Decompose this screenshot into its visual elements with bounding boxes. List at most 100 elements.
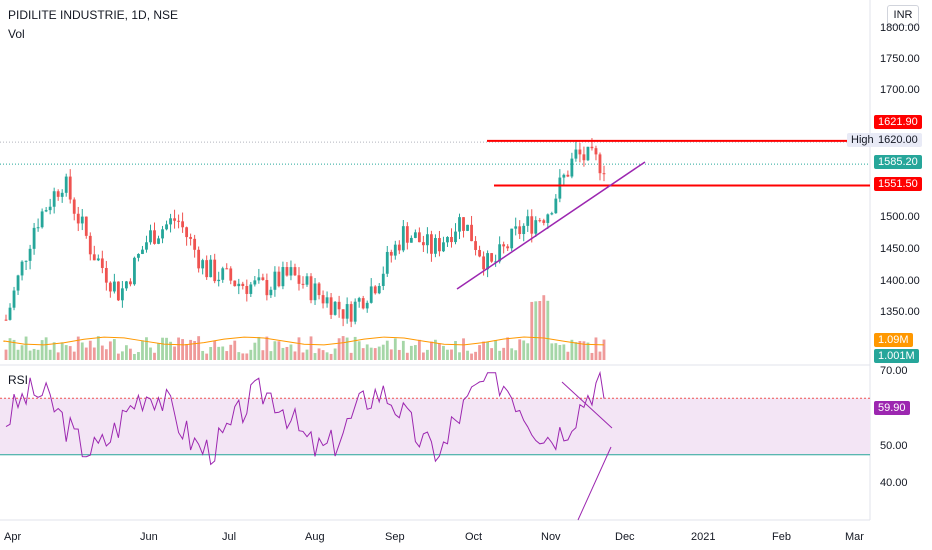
candle-body xyxy=(442,242,445,252)
rsi-band xyxy=(0,398,870,455)
volume-bar xyxy=(108,341,112,360)
candle-body xyxy=(289,267,293,276)
candle-body xyxy=(393,244,397,256)
volume-bar xyxy=(345,337,349,360)
volume-bar xyxy=(8,338,12,360)
price-tick-1500: 1500.00 xyxy=(880,211,920,223)
candle-body xyxy=(333,301,337,315)
last-price-tag: 1585.20 xyxy=(874,155,922,169)
candle-body xyxy=(269,289,273,296)
volume-bar xyxy=(490,348,494,360)
currency-button[interactable]: INR xyxy=(887,5,919,26)
candle-body xyxy=(566,174,570,177)
volume-bar xyxy=(40,340,44,360)
volume-bar xyxy=(586,342,590,360)
volume-bar xyxy=(570,339,574,360)
rsi-trend-line xyxy=(577,446,612,521)
volume-bar xyxy=(261,350,265,360)
candle-body xyxy=(518,226,522,235)
candle-body xyxy=(28,248,32,261)
volume-bar xyxy=(373,348,377,360)
candle-body xyxy=(570,158,574,177)
time-tick-2021: 2021 xyxy=(691,531,716,543)
volume-bar xyxy=(438,343,441,360)
volume-bar xyxy=(405,352,409,360)
volume-bar xyxy=(546,300,550,360)
candle-body xyxy=(157,238,160,244)
candle-body xyxy=(133,257,136,285)
volume-bar xyxy=(297,337,301,360)
candle-body xyxy=(209,259,213,278)
volume-bar xyxy=(245,353,249,360)
volume-bar xyxy=(96,336,100,360)
candle-body xyxy=(598,154,602,174)
volume-bar xyxy=(36,349,40,360)
volume-bar xyxy=(582,341,586,360)
volume-bar xyxy=(28,350,32,360)
volume-bar xyxy=(454,340,457,360)
candle-body xyxy=(213,259,217,282)
volume-bar xyxy=(209,346,213,360)
volume-bar xyxy=(502,347,506,360)
time-tick-feb: Feb xyxy=(772,531,791,543)
volume-bar xyxy=(434,339,437,360)
volume-bar xyxy=(329,353,333,360)
volume-bar xyxy=(353,336,357,360)
time-tick-nov: Nov xyxy=(541,531,561,543)
candle-body xyxy=(434,238,437,254)
candle-body xyxy=(397,244,401,251)
candle-body xyxy=(450,236,453,243)
volume-bar xyxy=(462,338,465,360)
candle-body xyxy=(120,288,124,301)
volume-bar xyxy=(301,352,305,360)
volume-bar xyxy=(554,343,558,360)
volume-bar xyxy=(446,349,449,360)
candle-body xyxy=(293,267,297,276)
rsi-line xyxy=(5,370,605,466)
volume-bar xyxy=(80,342,84,360)
candle-body xyxy=(594,148,598,155)
volume-bar xyxy=(141,340,144,360)
candle-body xyxy=(470,224,473,242)
volume-bar xyxy=(229,344,233,360)
volume-bar xyxy=(341,336,345,360)
candle-body xyxy=(409,237,413,243)
candle-body xyxy=(189,237,193,239)
time-tick-aug: Aug xyxy=(305,531,325,543)
volume-bar xyxy=(321,350,325,360)
volume-bar xyxy=(44,337,48,360)
volume-bar xyxy=(305,349,309,360)
candle-body xyxy=(421,242,425,246)
candle-body xyxy=(438,238,441,252)
candle-body xyxy=(454,231,457,243)
volume-bar xyxy=(285,346,289,360)
volume-bar xyxy=(100,345,104,360)
candle-body xyxy=(169,218,172,225)
candle-body xyxy=(590,146,594,149)
volume-bar xyxy=(534,301,538,360)
volume-bar xyxy=(4,349,8,360)
candle-body xyxy=(329,297,333,315)
candle-body xyxy=(305,276,309,285)
volume-bar xyxy=(357,341,361,360)
candle-body xyxy=(554,198,558,214)
volume-bar xyxy=(526,343,530,360)
volume-bar xyxy=(514,350,518,360)
candle-body xyxy=(582,154,586,161)
candle-body xyxy=(301,283,305,285)
candle-body xyxy=(526,216,530,226)
rsi-title: RSI xyxy=(8,373,29,387)
price-tick-1750: 1750.00 xyxy=(880,53,920,65)
candle-body xyxy=(417,232,421,243)
candle-body xyxy=(502,244,506,247)
volume-bar xyxy=(68,346,72,360)
candle-body xyxy=(245,286,249,294)
volume-bar xyxy=(397,349,401,360)
volume-bar xyxy=(426,349,429,360)
volume-bar xyxy=(466,350,469,360)
volume-bar xyxy=(450,349,453,360)
volume-bar xyxy=(76,336,80,360)
volume-bar xyxy=(325,352,329,360)
volume-bar xyxy=(273,341,277,360)
